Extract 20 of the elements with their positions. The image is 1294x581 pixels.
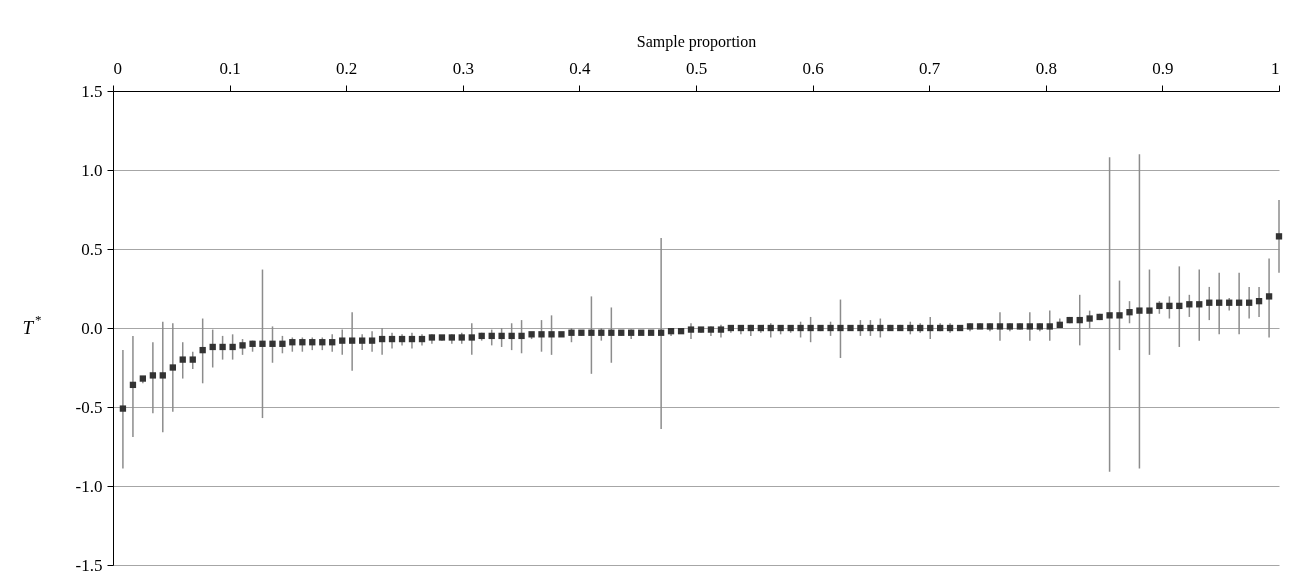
x-tick-label: 0.8 — [1035, 58, 1057, 78]
x-tick-label: 0.9 — [1152, 58, 1174, 78]
x-tick-label: 0.5 — [685, 58, 708, 78]
x-tick-label: 0.2 — [336, 58, 358, 78]
y-tick-label: -1.0 — [75, 476, 103, 496]
y-tick-label: 1.5 — [81, 81, 103, 101]
x-axis-title: Sample proportion — [636, 32, 757, 51]
x-tick-label: 0.6 — [802, 58, 824, 78]
x-tick-label: 0.3 — [452, 58, 474, 78]
y-axis-title: T* — [22, 312, 42, 338]
x-tick-label: 0.1 — [219, 58, 241, 78]
y-tick-label: 0.5 — [81, 239, 103, 259]
y-tick-label: 0.0 — [81, 318, 103, 338]
y-tick-label: -0.5 — [75, 397, 103, 417]
x-tick-label: 0.7 — [919, 58, 941, 78]
x-tick-label: 1 — [1271, 58, 1280, 78]
x-tick-label: 0.4 — [569, 58, 592, 78]
y-tick-label: 1.0 — [81, 160, 103, 180]
x-tick-label: 0 — [113, 58, 122, 78]
y-tick-label: -1.5 — [75, 555, 103, 575]
